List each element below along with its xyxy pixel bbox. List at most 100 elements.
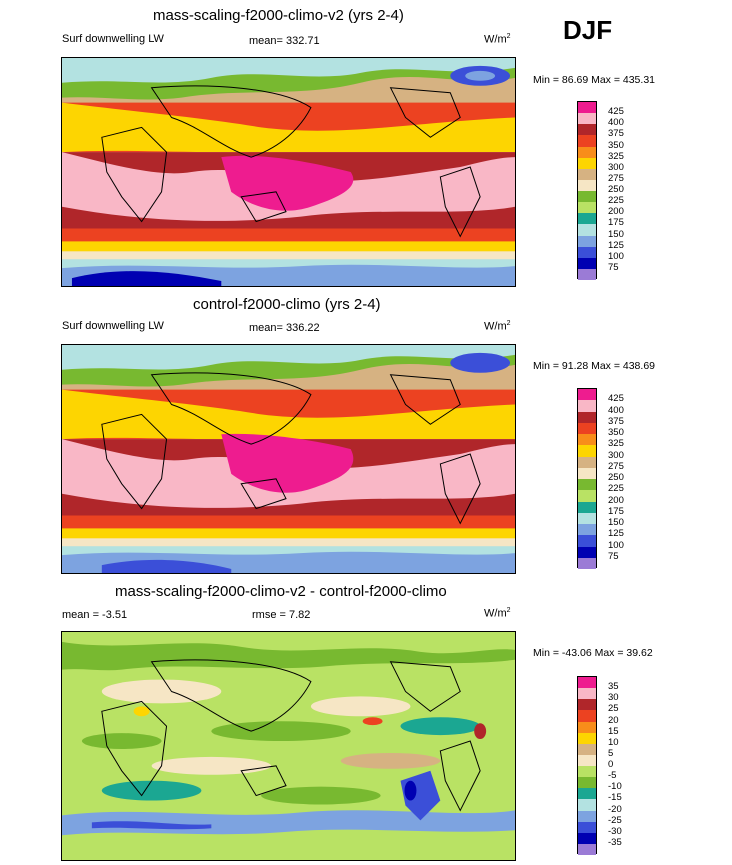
colorbar-segment [578,546,596,558]
colorbar-segment [578,124,596,136]
colorbar-segment [578,490,596,502]
colorbar-tick-label: 200 [608,494,624,506]
colorbar-segment [578,777,596,789]
colorbar-tick-label: 275 [608,172,624,184]
colorbar-tick-label: -30 [608,825,622,837]
colorbar-segment [578,235,596,247]
colorbar-segment [578,821,596,833]
colorbar-segment [578,535,596,547]
colorbar-segment [578,721,596,733]
colorbar-segment [578,524,596,536]
colorbar-tick-label: -5 [608,770,617,782]
colorbar-tick-label: 150 [608,517,624,528]
colorbar-segment [578,810,596,822]
colorbar-tick-label: -10 [608,781,622,793]
colorbar-segment [578,557,596,569]
colorbar-segment [578,843,596,855]
colorbar-tick-label: 375 [608,415,624,427]
colorbar-segment [578,113,596,125]
panel-1-title: mass-scaling-f2000-climo-v2 (yrs 2-4) [153,7,404,24]
colorbar-segment [578,434,596,446]
panel-1-map [61,57,516,287]
colorbar-tick-label: -35 [608,836,622,848]
colorbar-segment [578,445,596,457]
panel-3-title: mass-scaling-f2000-climo-v2 - control-f2… [115,583,447,600]
colorbar-tick-label: 100 [608,539,624,551]
colorbar-tick-label: 225 [608,483,624,495]
colorbar-segment [578,257,596,269]
panel-3-rmse-label: rmse = 7.82 [252,609,311,621]
colorbar-segment [578,157,596,169]
colorbar-tick-label: 375 [608,128,624,140]
colorbar-segment [578,179,596,191]
colorbar-tick-label: 175 [608,217,624,229]
colorbar-segment [578,411,596,423]
colorbar-segment [578,743,596,755]
colorbar-tick-label: 5 [608,747,614,759]
panel-2-colorbar [577,388,597,569]
colorbar-segment [578,456,596,468]
colorbar-segment [578,389,596,401]
panel-2-map [61,344,516,574]
colorbar-tick-label: 125 [608,239,624,251]
colorbar-tick-label: 300 [608,161,624,173]
colorbar-tick-label: -15 [608,792,622,804]
panel-2-minmax: Min = 91.28 Max = 438.69 [533,360,655,372]
colorbar-segment [578,732,596,744]
colorbar-tick-label: 350 [608,139,624,151]
panel-3-map [61,631,516,861]
season-label: DJF [563,15,613,45]
colorbar-tick-label: 400 [608,117,624,129]
colorbar-tick-label: 30 [608,692,619,704]
colorbar-tick-label: 75 [608,550,619,562]
colorbar-segment [578,479,596,491]
panel-2-units: W/m2 [484,320,511,333]
colorbar-segment [578,512,596,524]
colorbar-tick-label: 10 [608,736,619,748]
colorbar-segment [578,422,596,434]
colorbar-segment [578,191,596,203]
colorbar-segment [578,168,596,180]
colorbar-segment [578,268,596,280]
panel-1-variable-label: Surf downwelling LW [62,33,164,45]
panel-2-mean-label: mean= 336.22 [249,322,320,334]
colorbar-tick-label: 200 [608,206,624,218]
colorbar-segment [578,202,596,214]
panel-3-units: W/m2 [484,607,511,620]
panel-1-mean-label: mean= 332.71 [249,35,320,47]
colorbar-tick-label: 25 [608,703,619,715]
panel-2-variable-label: Surf downwelling LW [62,320,164,332]
colorbar-tick-label: 20 [608,714,619,726]
colorbar-segment [578,224,596,236]
colorbar-tick-label: 100 [608,250,624,262]
colorbar-segment [578,710,596,722]
colorbar-tick-label: 400 [608,404,624,416]
colorbar-tick-label: 425 [608,106,624,118]
colorbar-segment [578,688,596,700]
colorbar-segment [578,246,596,258]
panel-2-title: control-f2000-climo (yrs 2-4) [193,296,381,313]
colorbar-tick-label: 425 [608,393,624,405]
panel-3-colorbar [577,676,597,855]
colorbar-segment [578,677,596,689]
colorbar-tick-label: 350 [608,427,624,438]
colorbar-segment [578,766,596,778]
colorbar-tick-label: 250 [608,184,624,195]
colorbar-segment [578,788,596,800]
colorbar-segment [578,832,596,844]
colorbar-tick-label: 35 [608,681,619,693]
colorbar-segment [578,400,596,412]
colorbar-tick-label: 125 [608,528,624,540]
colorbar-tick-label: 325 [608,438,624,450]
colorbar-tick-label: -25 [608,814,622,826]
colorbar-tick-label: 250 [608,472,624,483]
colorbar-tick-label: 0 [608,759,614,770]
panel-3-minmax: Min = -43.06 Max = 39.62 [533,647,653,659]
colorbar-tick-label: 15 [608,725,619,737]
panel-1-colorbar [577,101,597,280]
colorbar-tick-label: 225 [608,195,624,207]
colorbar-segment [578,102,596,114]
colorbar-tick-label: 150 [608,228,624,240]
colorbar-segment [578,467,596,479]
colorbar-tick-label: 75 [608,261,619,273]
